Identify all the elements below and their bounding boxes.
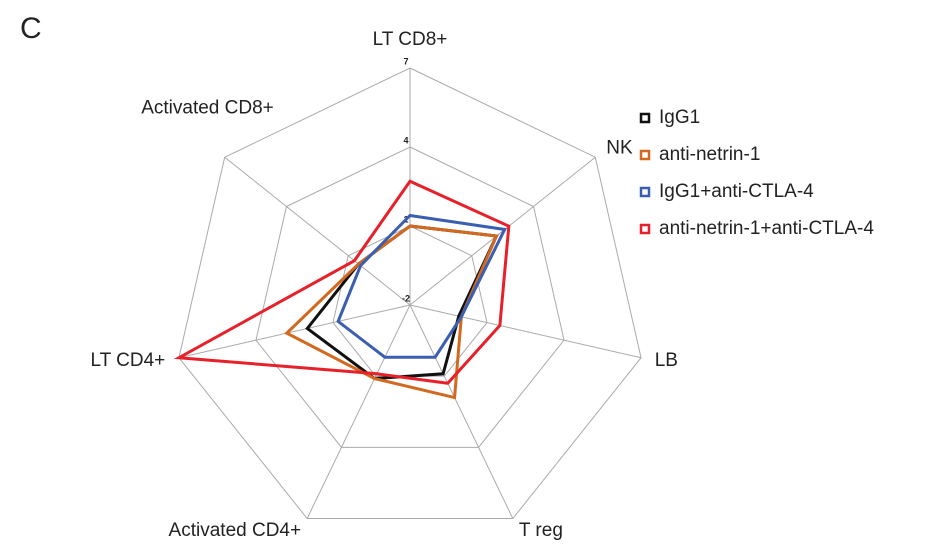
grid-ring xyxy=(178,67,642,520)
legend-label: IgG1+anti-CTLA-4 xyxy=(659,181,814,202)
panel-label: C xyxy=(20,12,42,45)
series-polygon xyxy=(173,179,511,385)
legend-marker xyxy=(639,112,651,124)
axis-spoke xyxy=(409,304,642,359)
tick-label: 4 xyxy=(403,135,408,145)
axis-label: LB xyxy=(655,350,678,371)
tick-label: 7 xyxy=(403,56,408,66)
axis-spoke xyxy=(409,304,514,519)
grid-ring xyxy=(255,146,565,448)
axis-label: T reg xyxy=(519,520,563,541)
series-polygon xyxy=(284,224,499,400)
legend-label: IgG1 xyxy=(659,107,700,128)
axis-spoke xyxy=(178,304,411,359)
axis-spoke xyxy=(306,304,411,519)
legend-marker xyxy=(639,223,651,235)
legend-marker xyxy=(639,186,651,198)
axis-spoke xyxy=(224,156,411,306)
axis-label: Activated CD8+ xyxy=(141,98,274,119)
legend-label: anti-netrin-1 xyxy=(659,144,760,165)
legend-marker xyxy=(639,149,651,161)
tick-label: -2 xyxy=(402,293,410,303)
axis-label: Activated CD4+ xyxy=(169,520,302,541)
axis-label: NK xyxy=(606,138,633,159)
legend-label: anti-netrin-1+anti-CTLA-4 xyxy=(659,218,874,239)
axis-label: LT CD4+ xyxy=(90,350,165,371)
axis-label: LT CD8+ xyxy=(373,29,448,50)
series-polygon xyxy=(336,213,507,359)
